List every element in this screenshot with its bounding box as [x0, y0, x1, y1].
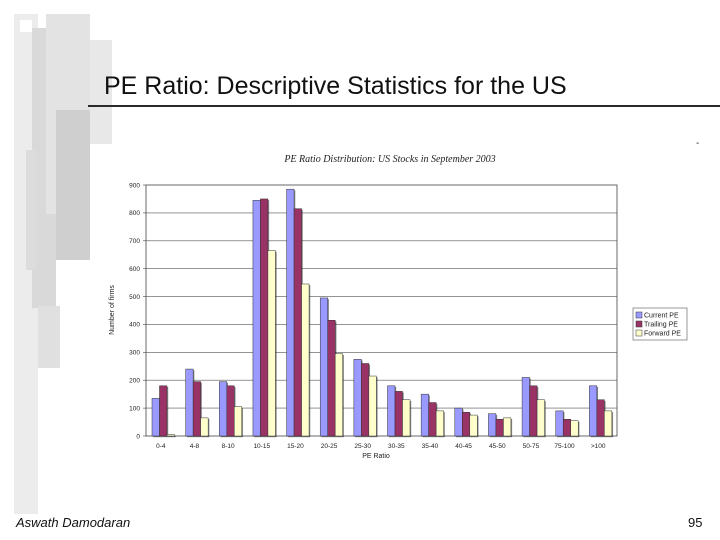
bar [327, 320, 336, 437]
x-tick-label: 45-50 [489, 443, 506, 450]
bar [562, 419, 571, 437]
y-tick-label: 0 [136, 433, 140, 440]
bar [301, 283, 310, 437]
slide-title: PE Ratio: Descriptive Statistics for the… [104, 72, 567, 100]
bar [387, 385, 396, 437]
bar [166, 434, 175, 437]
x-axis-label: PE Ratio [362, 453, 390, 460]
bar [555, 410, 564, 437]
bar [252, 200, 261, 437]
bar [596, 399, 605, 437]
bar [435, 410, 444, 437]
bar [267, 250, 276, 437]
bar [570, 420, 579, 437]
y-tick-label: 400 [129, 322, 140, 329]
bar [361, 363, 370, 437]
y-tick-label: 800 [129, 210, 140, 217]
bar [536, 399, 545, 437]
x-tick-label: 20-25 [321, 443, 338, 450]
bar [286, 188, 295, 437]
legend-swatch [635, 311, 643, 319]
x-tick-label: 75-100 [554, 443, 575, 450]
bar [368, 375, 377, 437]
x-tick-label: 30-35 [388, 443, 405, 450]
title-rule [88, 105, 720, 107]
bar [151, 398, 160, 437]
x-tick-label: 40-45 [455, 443, 472, 450]
chart-title: PE Ratio Distribution: US Stocks in Sept… [283, 154, 495, 165]
corner-mark: - [696, 138, 700, 149]
y-tick-label: 200 [129, 378, 140, 385]
bar [503, 417, 512, 437]
bar [334, 353, 343, 437]
bar [420, 393, 429, 437]
legend-label: Current PE [644, 313, 679, 320]
bar [488, 413, 497, 437]
x-tick-label: 25-30 [354, 443, 371, 450]
x-tick-label: 8-10 [222, 443, 235, 450]
x-tick-label: 4-8 [190, 443, 200, 450]
legend-label: Forward PE [644, 331, 681, 338]
deco-block-5 [56, 110, 90, 260]
bar-shadow [168, 435, 176, 438]
x-tick-label: 0-4 [156, 443, 166, 450]
deco-block-2 [20, 20, 32, 32]
bar [529, 385, 538, 437]
bar [293, 208, 302, 437]
bar [454, 407, 463, 437]
bar [219, 381, 228, 437]
legend-swatch [635, 320, 643, 328]
deco-block-8 [26, 150, 36, 270]
deco-block-6 [90, 40, 112, 144]
x-tick-label: 50-75 [523, 443, 540, 450]
y-tick-label: 900 [129, 182, 140, 189]
x-tick-label: 10-15 [253, 443, 270, 450]
axis-layer: 0 100 200 300 400 500 600 700 800 900 0-4 4-8 8-10 10… [129, 182, 606, 450]
bar [589, 385, 598, 437]
y-tick-label: 500 [129, 294, 140, 301]
y-axis-label: Number of firms [109, 285, 116, 335]
legend-label: Trailing PE [644, 322, 678, 329]
deco-block-7 [38, 306, 60, 368]
plot-area [145, 184, 618, 437]
x-tick-label: 15-20 [287, 443, 304, 450]
bar [226, 385, 235, 437]
page-number: 95 [688, 515, 703, 530]
bar [462, 412, 471, 437]
bar [260, 198, 269, 437]
y-tick-label: 100 [129, 405, 140, 412]
bar [495, 419, 504, 437]
bar [353, 359, 362, 437]
grid-layer [145, 184, 618, 437]
chart-legend: Current PE Trailing PE Forward PE [632, 307, 688, 341]
bar [234, 406, 243, 437]
y-tick-label: 600 [129, 266, 140, 273]
y-tick-label: 300 [129, 350, 140, 357]
bar [428, 402, 437, 437]
x-tick-label: >100 [591, 443, 606, 450]
legend-swatch [635, 329, 643, 337]
bar [402, 399, 411, 437]
y-tick-label: 700 [129, 238, 140, 245]
bar [521, 377, 530, 437]
bars-layer [151, 188, 614, 438]
bar [469, 414, 478, 437]
x-tick-label: 35-40 [422, 443, 439, 450]
bar [159, 385, 168, 437]
bar [192, 381, 201, 437]
bar [200, 417, 209, 437]
bar [319, 297, 328, 437]
bar [604, 410, 613, 437]
bar [185, 368, 194, 437]
bar [394, 391, 403, 437]
footer-author: Aswath Damodaran [16, 515, 131, 530]
